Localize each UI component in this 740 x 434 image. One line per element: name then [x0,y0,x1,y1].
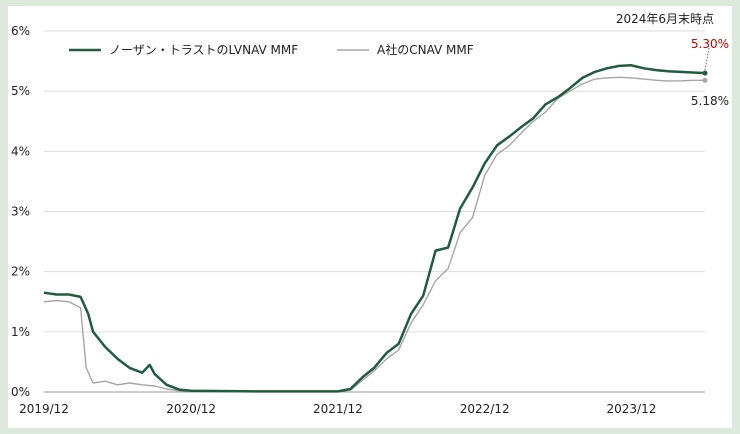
legend-label-lvnav: ノーザン・トラストのLVNAV MMF [109,43,298,57]
end-point-cnav [702,77,708,83]
end-point-lvnav [702,70,708,76]
date-annotation: 2024年6月末時点 [616,12,714,26]
end-label-cnav: 5.18% [691,94,729,108]
y-tick-label: 2% [11,265,30,279]
x-tick-label: 2019/12 [19,402,69,416]
end-label-leader [704,47,710,71]
y-tick-label: 6% [11,24,30,38]
y-tick-label: 3% [11,205,30,219]
y-tick-label: 5% [11,84,30,98]
x-tick-label: 2020/12 [166,402,216,416]
line-chart: 0% 1% 2% 3% 4% 5% 6% 2019/12 2020/12 2021/12 2022/… [11,12,729,416]
legend-label-cnav: A社のCNAV MMF [377,42,474,57]
chart-panel: 0% 1% 2% 3% 4% 5% 6% 2019/12 2020/12 2021/12 2022/… [8,6,732,428]
end-label-lvnav: 5.30% [691,37,729,51]
x-tick-label: 2023/12 [606,402,656,416]
y-tick-label: 4% [11,144,30,158]
y-tick-label: 0% [11,385,30,399]
series-line-cnav [43,76,705,393]
series-line-lvnav [43,64,706,393]
x-tick-label: 2021/12 [313,402,363,416]
y-tick-label: 1% [11,325,30,339]
x-tick-label: 2022/12 [460,402,510,416]
